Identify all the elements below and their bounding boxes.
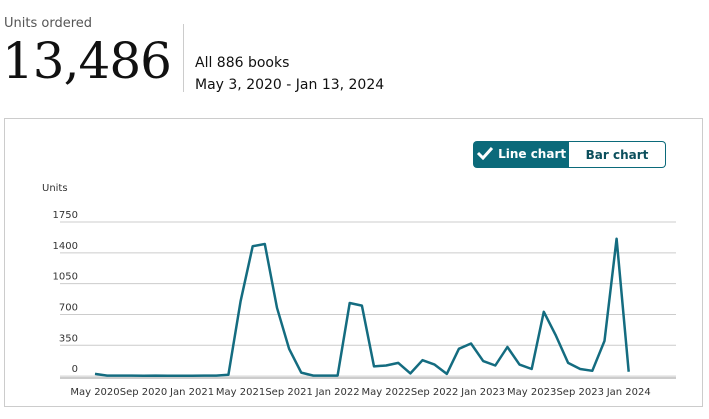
line-chart-button[interactable]: Line chart xyxy=(473,141,569,168)
x-tick-label: May 2022 xyxy=(361,387,410,398)
chart-panel xyxy=(4,118,703,407)
bar-chart-button[interactable]: Bar chart xyxy=(569,141,666,168)
x-tick-label: Sep 2022 xyxy=(411,387,458,398)
x-tick-label: Jan 2021 xyxy=(169,387,214,398)
x-tick-label: May 2023 xyxy=(507,387,556,398)
separator xyxy=(183,24,184,92)
y-tick-label: 1750 xyxy=(53,210,78,221)
x-tick-label: Sep 2023 xyxy=(556,387,603,398)
x-tick-label: Jan 2024 xyxy=(606,387,651,398)
metric-total: 13,486 xyxy=(2,32,172,90)
data-line xyxy=(94,237,630,378)
x-tick-label: May 2021 xyxy=(216,387,265,398)
x-tick-label: Jan 2022 xyxy=(315,387,360,398)
y-axis-label: Units xyxy=(42,183,68,194)
button-label: Line chart xyxy=(498,147,567,161)
scope: All 886 books xyxy=(195,55,290,71)
y-tick-label: 0 xyxy=(72,364,78,375)
y-tick-label: 700 xyxy=(59,302,78,313)
x-tick-label: Sep 2021 xyxy=(265,387,312,398)
metric-label: Units ordered xyxy=(4,16,92,31)
y-tick-label: 1400 xyxy=(53,241,78,252)
x-tick-label: Jan 2023 xyxy=(460,387,505,398)
x-tick-label: May 2020 xyxy=(70,387,119,398)
y-tick-label: 350 xyxy=(59,333,78,344)
button-label: Bar chart xyxy=(585,148,649,162)
date-range: May 3, 2020 - Jan 13, 2024 xyxy=(195,77,385,93)
y-tick-label: 1050 xyxy=(53,272,78,283)
check-icon xyxy=(476,146,494,160)
x-tick-label: Sep 2020 xyxy=(120,387,167,398)
